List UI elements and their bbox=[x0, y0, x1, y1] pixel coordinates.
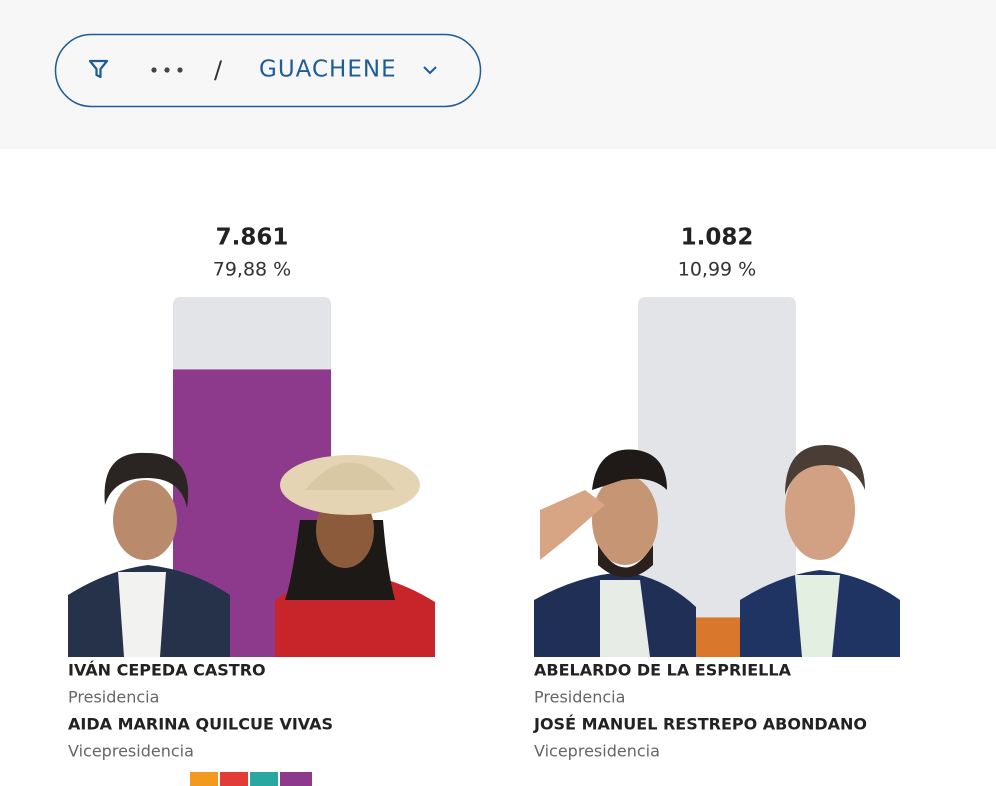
vice-role: Vicepresidencia bbox=[68, 742, 194, 761]
vote-count: 7.861 bbox=[216, 225, 289, 251]
bar-track bbox=[638, 297, 796, 657]
party-logo bbox=[190, 772, 312, 786]
president-name: ABELARDO DE LA ESPRIELLA bbox=[534, 661, 792, 680]
president-role: Presidencia bbox=[68, 688, 159, 707]
filter-pill[interactable] bbox=[54, 33, 482, 108]
vote-count: 1.082 bbox=[681, 225, 754, 251]
president-name: IVÁN CEPEDA CASTRO bbox=[68, 661, 266, 680]
president-role: Presidencia bbox=[534, 688, 625, 707]
vote-percent: 79,88 % bbox=[213, 259, 292, 281]
vote-percent: 10,99 % bbox=[678, 259, 757, 281]
separator: / bbox=[214, 56, 223, 84]
bars bbox=[173, 297, 796, 657]
candidate-texts: 7.861 79,88 % IVÁN CEPEDA CASTRO Presidenci… bbox=[68, 225, 867, 761]
location-filter[interactable]: / GUACHENE bbox=[54, 33, 482, 108]
vice-name: AIDA MARINA QUILCUE VIVAS bbox=[68, 715, 333, 734]
chevron[interactable] bbox=[423, 66, 437, 75]
location-name[interactable]: GUACHENE bbox=[259, 57, 397, 83]
photos bbox=[68, 445, 900, 657]
vice-role: Vicepresidencia bbox=[534, 742, 660, 761]
vice-name: JOSÉ MANUEL RESTREPO ABONDANO bbox=[533, 715, 867, 734]
more-dots[interactable] bbox=[151, 67, 183, 73]
filter-icon[interactable] bbox=[88, 59, 109, 79]
